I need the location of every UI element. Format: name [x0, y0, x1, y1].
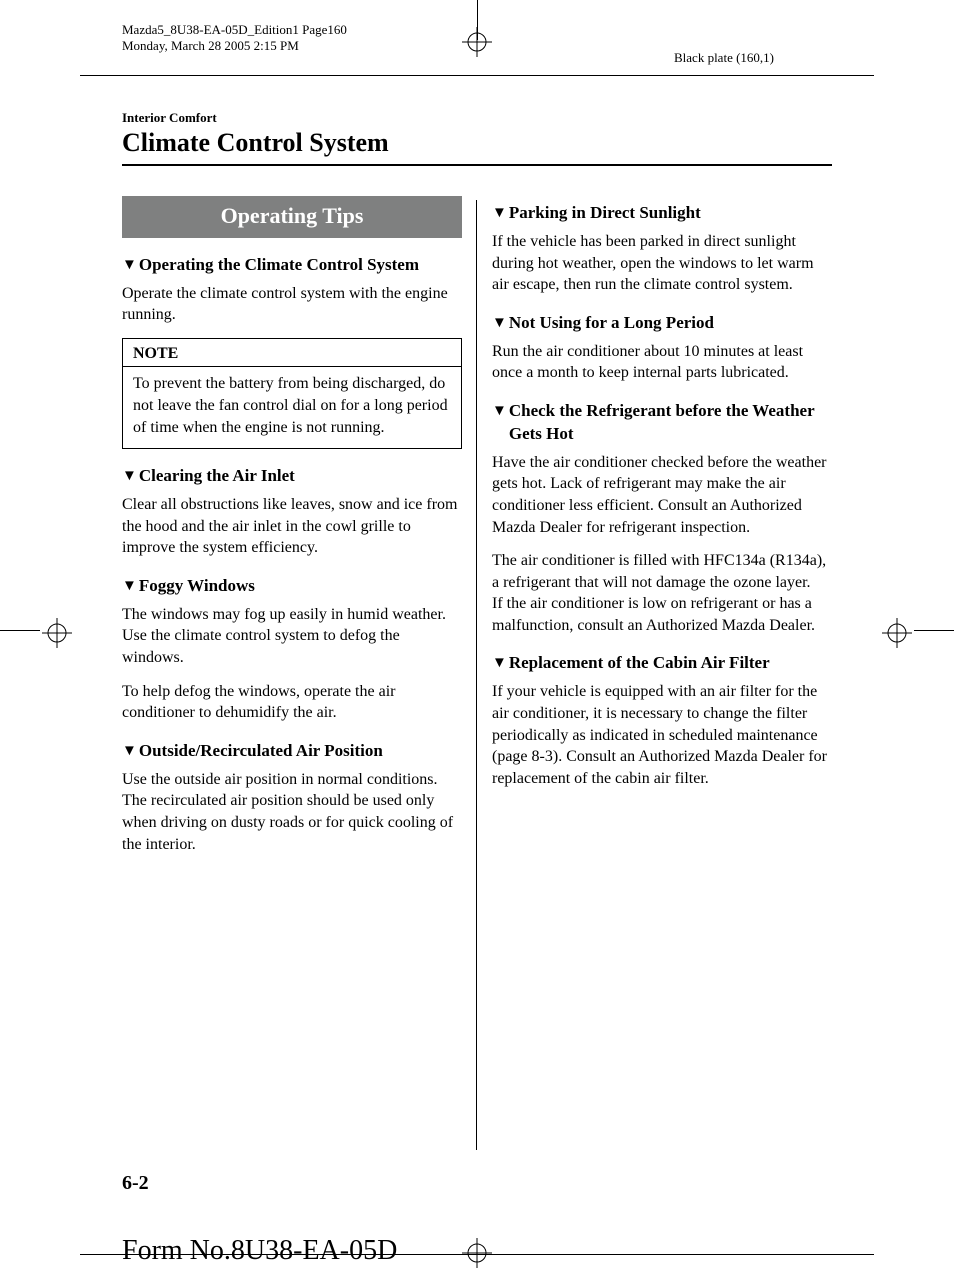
form-number: Form No.8U38-EA-05D — [122, 1235, 397, 1267]
triangle-icon: ▼ — [492, 202, 507, 225]
left-column: Operating Tips ▼ Operating the Climate C… — [122, 196, 462, 867]
file-metadata: Mazda5_8U38-EA-05D_Edition1 Page160 Mond… — [122, 22, 347, 53]
subheading-text: Parking in Direct Sunlight — [509, 202, 832, 225]
triangle-icon: ▼ — [122, 465, 137, 488]
crop-mark-top-horizontal — [80, 75, 874, 76]
note-body: To prevent the battery from being discha… — [123, 367, 461, 448]
subheading: ▼ Replacement of the Cabin Air Filter — [492, 652, 832, 675]
note-box: NOTE To prevent the battery from being d… — [122, 338, 462, 449]
subheading-text: Outside/Recirculated Air Position — [139, 740, 462, 763]
section-eyebrow: Interior Comfort — [122, 110, 832, 126]
subheading: ▼ Parking in Direct Sunlight — [492, 202, 832, 225]
paragraph: The air conditioner is filled with HFC13… — [492, 550, 832, 593]
two-column-body: Operating Tips ▼ Operating the Climate C… — [122, 196, 832, 867]
subheading-text: Check the Refrigerant before the Weather… — [509, 400, 832, 446]
triangle-icon: ▼ — [122, 575, 137, 598]
paragraph: Have the air conditioner checked before … — [492, 452, 832, 538]
subheading: ▼ Operating the Climate Control System — [122, 254, 462, 277]
subheading: ▼ Not Using for a Long Period — [492, 312, 832, 335]
title-rule — [122, 164, 832, 166]
subheading: ▼ Outside/Recirculated Air Position — [122, 740, 462, 763]
file-line-2: Monday, March 28 2005 2:15 PM — [122, 38, 347, 54]
section-banner: Operating Tips — [122, 196, 462, 238]
registration-mark-icon — [882, 618, 912, 648]
paragraph: Run the air conditioner about 10 minutes… — [492, 341, 832, 384]
subheading-text: Replacement of the Cabin Air Filter — [509, 652, 832, 675]
content-area: Interior Comfort Climate Control System … — [122, 110, 832, 867]
file-line-1: Mazda5_8U38-EA-05D_Edition1 Page160 — [122, 22, 347, 38]
chapter-title: Climate Control System — [122, 128, 832, 158]
crop-mark-left — [0, 630, 40, 631]
subheading: ▼ Check the Refrigerant before the Weath… — [492, 400, 832, 446]
triangle-icon: ▼ — [122, 254, 137, 277]
right-column: ▼ Parking in Direct Sunlight If the vehi… — [492, 196, 832, 867]
page: Mazda5_8U38-EA-05D_Edition1 Page160 Mond… — [0, 0, 954, 1285]
paragraph: If the air conditioner is low on refrige… — [492, 593, 832, 636]
subheading: ▼ Clearing the Air Inlet — [122, 465, 462, 488]
triangle-icon: ▼ — [492, 400, 507, 423]
registration-mark-icon — [462, 1238, 492, 1268]
paragraph: The windows may fog up easily in humid w… — [122, 604, 462, 669]
paragraph: Operate the climate control system with … — [122, 283, 462, 326]
triangle-icon: ▼ — [122, 740, 137, 763]
subheading-text: Foggy Windows — [139, 575, 462, 598]
triangle-icon: ▼ — [492, 312, 507, 335]
triangle-icon: ▼ — [492, 652, 507, 675]
paragraph: If your vehicle is equipped with an air … — [492, 681, 832, 789]
paragraph: Use the outside air position in normal c… — [122, 769, 462, 855]
subheading-text: Clearing the Air Inlet — [139, 465, 462, 488]
black-plate-label: Black plate (160,1) — [674, 50, 774, 66]
registration-mark-icon — [42, 618, 72, 648]
subheading: ▼ Foggy Windows — [122, 575, 462, 598]
column-divider — [476, 200, 477, 1150]
crop-mark-right — [914, 630, 954, 631]
registration-mark-icon — [462, 27, 492, 57]
paragraph: Clear all obstructions like leaves, snow… — [122, 494, 462, 559]
paragraph: If the vehicle has been parked in direct… — [492, 231, 832, 296]
page-number: 6-2 — [122, 1172, 149, 1195]
paragraph: To help defog the windows, operate the a… — [122, 681, 462, 724]
subheading-text: Not Using for a Long Period — [509, 312, 832, 335]
subheading-text: Operating the Climate Control System — [139, 254, 462, 277]
note-title: NOTE — [123, 339, 461, 368]
